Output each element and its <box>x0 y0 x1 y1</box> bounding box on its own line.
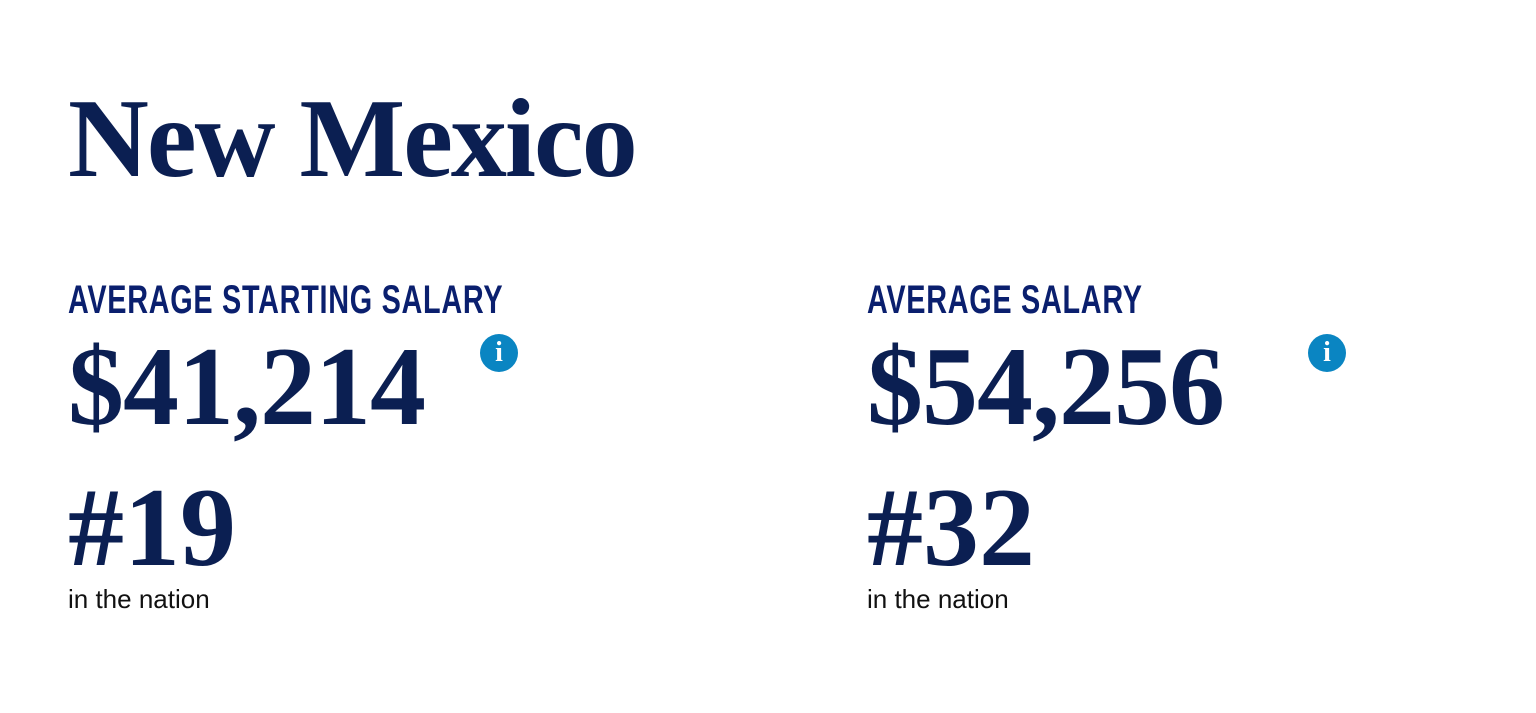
average-salary-stat: AVERAGE SALARY $54,256 i #32 in the nati… <box>867 278 1346 615</box>
stat-value: $41,214 <box>68 325 426 449</box>
stat-label: AVERAGE STARTING SALARY <box>68 278 504 322</box>
info-icon[interactable]: i <box>1308 334 1346 372</box>
stat-rank: #19 <box>68 466 236 590</box>
stat-rank: #32 <box>867 466 1035 590</box>
info-icon[interactable]: i <box>480 334 518 372</box>
stat-value: $54,256 <box>867 325 1225 449</box>
rank-caption: in the nation <box>68 584 210 614</box>
rank-caption: in the nation <box>867 584 1009 614</box>
page-title: New Mexico <box>68 77 638 201</box>
stat-label: AVERAGE SALARY <box>867 278 1143 322</box>
starting-salary-stat: AVERAGE STARTING SALARY $41,214 i #19 in… <box>68 280 673 615</box>
